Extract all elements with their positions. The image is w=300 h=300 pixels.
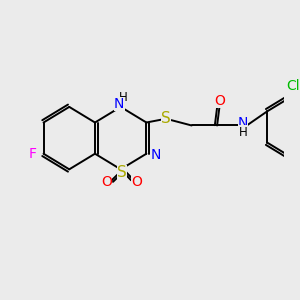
Text: N: N	[238, 116, 248, 130]
Text: F: F	[29, 147, 37, 161]
Text: H: H	[239, 125, 248, 139]
Text: O: O	[101, 175, 112, 189]
Text: O: O	[131, 175, 142, 189]
Text: N: N	[150, 148, 161, 162]
Text: H: H	[118, 92, 127, 104]
Text: N: N	[114, 97, 124, 111]
Text: S: S	[117, 165, 127, 180]
Text: Cl: Cl	[286, 79, 300, 93]
Text: O: O	[214, 94, 225, 107]
Text: S: S	[161, 110, 171, 125]
